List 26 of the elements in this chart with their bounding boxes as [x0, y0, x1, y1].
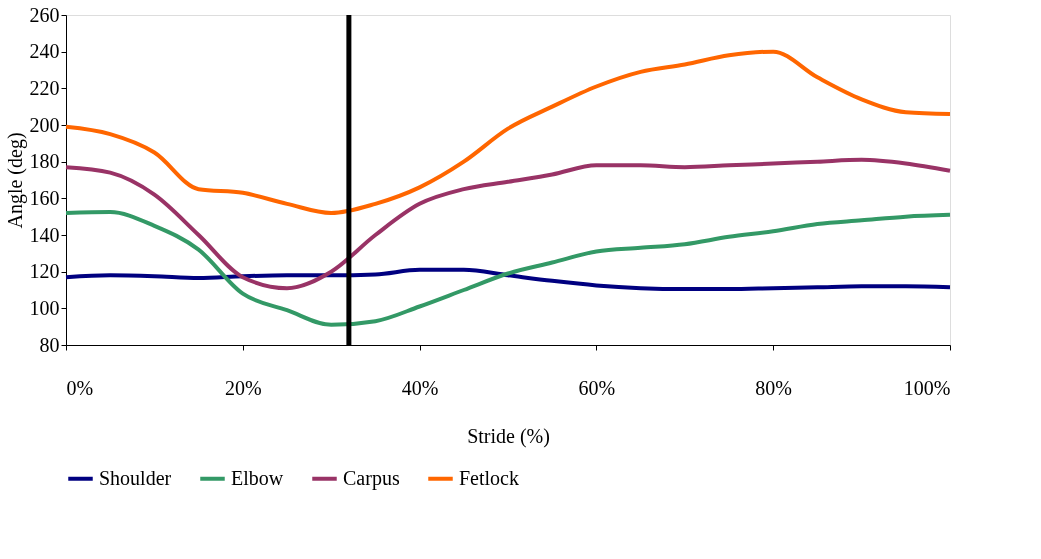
x-tick-label: 60%	[578, 376, 616, 399]
y-tick-label: 260	[29, 3, 60, 26]
y-tick-label: 220	[29, 76, 60, 99]
line-series	[64, 267, 952, 292]
y-tick-label: 120	[29, 260, 60, 283]
legend-label: Elbow	[231, 466, 284, 489]
x-tick-label: 40%	[401, 376, 439, 399]
y-tick-label: 80	[39, 333, 60, 356]
y-tick-label: 180	[29, 150, 60, 173]
y-tick-label: 140	[29, 223, 60, 246]
line-series	[64, 157, 952, 291]
x-tick-label: 0%	[66, 376, 94, 399]
legend-label: Shoulder	[99, 466, 172, 489]
y-tick-label: 160	[29, 186, 60, 209]
y-tick-label: 200	[29, 113, 60, 136]
legend-label: Fetlock	[459, 466, 519, 489]
x-tick-label: 100%	[903, 376, 951, 399]
line-series	[64, 49, 952, 215]
x-tick-label: 80%	[755, 376, 793, 399]
y-tick-label: 240	[29, 40, 60, 63]
legend-label: Carpus	[343, 466, 400, 490]
x-tick-label: 20%	[224, 376, 262, 399]
x-axis-title: Stride (%)	[467, 424, 550, 448]
y-tick-label: 100	[29, 296, 60, 319]
y-axis-title: Angle (deg)	[3, 132, 27, 229]
line-series	[64, 210, 952, 327]
